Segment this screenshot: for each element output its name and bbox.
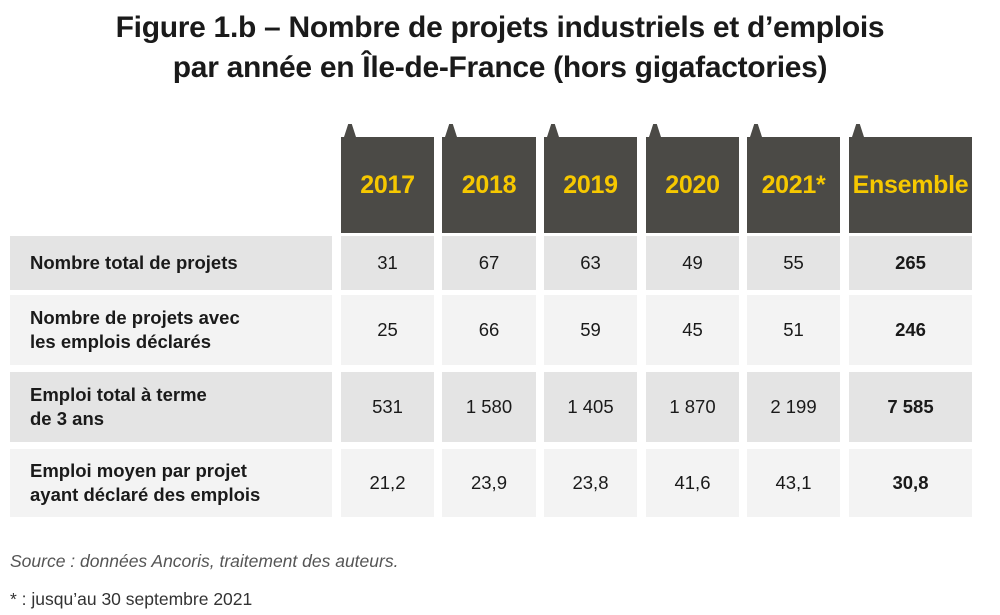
column-header-label: 2021* [761,170,826,199]
row-label-text: Nombre total de projets [30,252,238,273]
row-label: Nombre total de projets [10,236,332,290]
column-header-2018: 2018 [442,124,536,233]
chart-title: Figure 1.b – Nombre de projets industrie… [0,8,1000,88]
column-header-2021: 2021* [747,124,840,233]
table-cell: 45 [646,295,739,365]
row-label: Emploi total à terme de 3 ans [10,372,332,442]
table-cell: 246 [849,295,972,365]
row-label-text: Nombre de projets avec les emplois décla… [30,307,240,352]
column-header-2017: 2017 [341,124,434,233]
table-cell: 25 [341,295,434,365]
header-tab-decoration [649,124,661,137]
table-cell: 1 580 [442,372,536,442]
column-header-label: 2018 [461,170,517,199]
table-cell: 63 [544,236,637,290]
table-cell: 531 [341,372,434,442]
table-cell: 23,9 [442,449,536,517]
table-cell: 43,1 [747,449,840,517]
table-cell: 265 [849,236,972,290]
row-label-text: Emploi total à terme de 3 ans [30,384,207,429]
header-tab-decoration [852,124,864,137]
column-header-label: 2020 [665,170,720,199]
row-label-text: Emploi moyen par projet ayant déclaré de… [30,460,261,505]
table-cell: 55 [747,236,840,290]
source-note: Source : données Ancoris, traitement des… [10,551,399,571]
table-cell: 67 [442,236,536,290]
chart-title-line-2: par année en Île-de-France (hors gigafac… [172,51,828,84]
footnote: * : jusqu’au 30 septembre 2021 [10,589,253,609]
header-tab-decoration [750,124,762,137]
chart-title-line-1: Figure 1.b – Nombre de projets industrie… [115,11,885,44]
table-cell: 21,2 [341,449,434,517]
header-tab-decoration [547,124,559,137]
table-cell: 30,8 [849,449,972,517]
table-cell: 49 [646,236,739,290]
row-label: Emploi moyen par projet ayant déclaré de… [10,449,332,517]
column-header-label: 2017 [360,170,415,199]
row-label: Nombre de projets avec les emplois décla… [10,295,332,365]
header-tab-decoration [445,124,457,137]
table-cell: 41,6 [646,449,739,517]
column-header-2019: 2019 [544,124,637,233]
column-header-label: Ensemble [852,170,969,199]
table-cell: 66 [442,295,536,365]
column-header-label: 2019 [563,170,618,199]
column-header-ensemble: Ensemble [849,124,972,233]
table-cell: 2 199 [747,372,840,442]
table-cell: 1 870 [646,372,739,442]
table-cell: 1 405 [544,372,637,442]
table-cell: 23,8 [544,449,637,517]
column-header-2020: 2020 [646,124,739,233]
table-cell: 59 [544,295,637,365]
table-cell: 51 [747,295,840,365]
table-cell: 7 585 [849,372,972,442]
table-cell: 31 [341,236,434,290]
header-tab-decoration [344,124,356,137]
